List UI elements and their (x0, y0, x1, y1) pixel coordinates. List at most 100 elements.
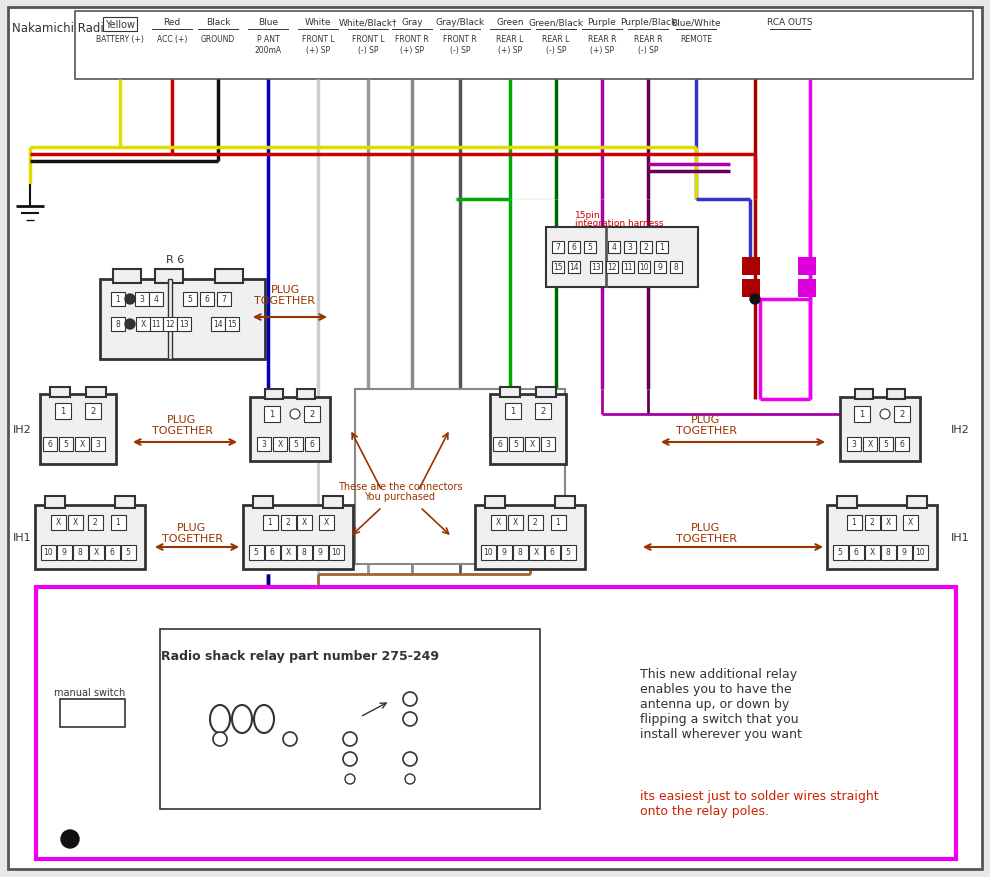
Text: 5: 5 (883, 440, 888, 449)
Bar (217, 293, 231, 307)
Text: FRONT L: FRONT L (351, 35, 384, 44)
Bar (837, 496, 857, 509)
Text: 1: 1 (511, 407, 516, 416)
Text: 5: 5 (126, 548, 131, 557)
Text: PLUG: PLUG (691, 523, 721, 532)
Bar (257, 438, 271, 452)
Text: 9: 9 (657, 263, 662, 272)
Text: 6: 6 (549, 548, 554, 557)
Text: 5: 5 (565, 548, 570, 557)
Bar (313, 545, 328, 560)
Bar (654, 261, 666, 274)
Bar (608, 242, 620, 253)
Bar (590, 261, 602, 274)
Text: R 6: R 6 (166, 254, 184, 265)
Bar (36, 588, 956, 859)
Text: 5: 5 (187, 296, 192, 304)
Text: (+) SP: (+) SP (498, 46, 522, 55)
Bar (880, 545, 896, 560)
Text: 2: 2 (90, 407, 96, 416)
Bar (907, 496, 927, 509)
Text: integration harness: integration harness (575, 218, 663, 228)
Bar (111, 515, 126, 530)
Bar (296, 515, 312, 530)
Bar (552, 261, 564, 274)
Text: 200mA: 200mA (254, 46, 281, 55)
Bar (550, 515, 565, 530)
Text: TOGETHER: TOGETHER (151, 425, 213, 436)
Text: TOGETHER: TOGETHER (161, 533, 223, 544)
Text: FRONT L: FRONT L (302, 35, 335, 44)
Bar (525, 438, 539, 452)
Bar (833, 545, 847, 560)
Bar (85, 403, 101, 419)
Bar (536, 388, 556, 397)
Text: X: X (885, 518, 891, 527)
Text: White: White (305, 18, 332, 27)
Bar (500, 388, 520, 397)
Text: 12: 12 (165, 320, 175, 329)
Bar (296, 545, 312, 560)
Circle shape (880, 410, 890, 419)
Text: 4: 4 (612, 243, 617, 253)
Text: 8: 8 (673, 263, 678, 272)
Text: its easiest just to solder wires straight
onto the relay poles.: its easiest just to solder wires straigh… (640, 789, 879, 817)
Circle shape (125, 319, 135, 330)
Text: 6: 6 (853, 548, 858, 557)
Bar (798, 258, 816, 275)
Bar (248, 545, 263, 560)
Circle shape (345, 774, 355, 784)
Text: 6: 6 (48, 440, 52, 449)
Bar (280, 515, 295, 530)
Bar (253, 496, 273, 509)
Text: 8: 8 (518, 548, 523, 557)
Text: 5: 5 (514, 440, 519, 449)
Text: Black: Black (206, 18, 231, 27)
Bar (265, 389, 283, 400)
Text: 1: 1 (116, 518, 121, 527)
Text: RCA OUTS: RCA OUTS (767, 18, 813, 27)
Bar (264, 407, 280, 423)
Text: X: X (513, 518, 518, 527)
Text: (-) SP: (-) SP (357, 46, 378, 55)
Text: REAR R: REAR R (588, 35, 616, 44)
Text: IH1: IH1 (950, 532, 969, 542)
Text: X: X (530, 440, 535, 449)
Ellipse shape (210, 705, 230, 733)
Text: IH1: IH1 (13, 532, 32, 542)
Text: X: X (324, 518, 329, 527)
Bar (656, 242, 668, 253)
Text: X: X (534, 548, 539, 557)
Bar (67, 515, 82, 530)
Bar (87, 515, 103, 530)
Text: 10: 10 (915, 548, 925, 557)
Bar (297, 389, 315, 400)
Bar (200, 293, 214, 307)
Bar (903, 515, 918, 530)
Bar (55, 403, 71, 419)
Bar (863, 438, 877, 452)
Text: 14: 14 (213, 320, 223, 329)
Text: ACC (+): ACC (+) (156, 35, 187, 44)
Text: 10: 10 (332, 548, 341, 557)
Text: 15: 15 (227, 320, 237, 329)
Text: 2: 2 (93, 518, 97, 527)
Bar (622, 261, 634, 274)
Text: 5: 5 (294, 440, 298, 449)
Bar (40, 395, 116, 465)
Bar (100, 280, 265, 360)
Text: Blue/White: Blue/White (671, 18, 721, 27)
Text: Purple/Black: Purple/Black (620, 18, 676, 27)
Text: Gray/Black: Gray/Black (436, 18, 484, 27)
Bar (225, 317, 239, 332)
Text: 14: 14 (569, 263, 579, 272)
Bar (105, 545, 120, 560)
Bar (848, 545, 863, 560)
Text: 2: 2 (309, 410, 315, 419)
Bar (45, 496, 65, 509)
Bar (72, 545, 87, 560)
Circle shape (750, 295, 760, 304)
Bar (43, 438, 57, 452)
Text: X: X (495, 518, 501, 527)
Circle shape (125, 295, 135, 304)
